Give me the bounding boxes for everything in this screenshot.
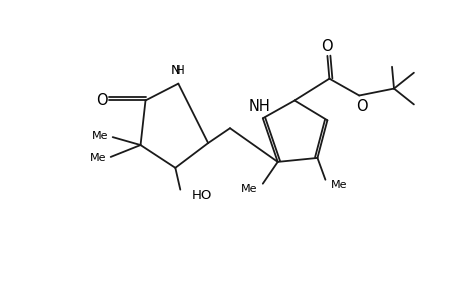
Text: Me: Me (240, 184, 257, 194)
Text: O: O (356, 99, 367, 114)
Text: Me: Me (91, 131, 108, 141)
Text: O: O (96, 93, 107, 108)
Text: H: H (175, 64, 184, 77)
Text: Me: Me (330, 180, 347, 190)
Text: HO: HO (192, 189, 212, 202)
Text: Me: Me (90, 153, 106, 163)
Text: NH: NH (248, 99, 270, 114)
Text: N: N (170, 64, 180, 77)
Text: O: O (321, 40, 332, 55)
